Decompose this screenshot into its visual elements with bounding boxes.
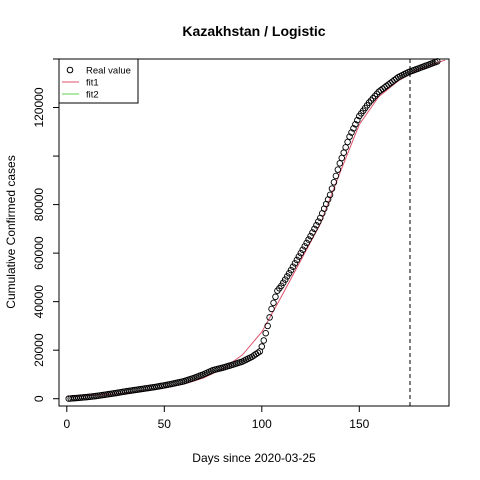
y-tick-label-4: 80000 [32, 188, 46, 222]
real-value-point [297, 249, 305, 257]
real-value-point [283, 273, 291, 280]
y-tick-label-3: 60000 [32, 236, 46, 270]
real-value-point [264, 322, 271, 330]
real-value-point [293, 256, 301, 264]
x-tick-label-1: 50 [158, 417, 172, 431]
real-value-point [309, 229, 316, 236]
y-tick-label-2: 40000 [32, 285, 46, 319]
real-value-point [254, 349, 262, 356]
real-value-point [340, 149, 347, 156]
chart-title: Kazakhstan / Logistic [182, 23, 325, 39]
x-tick-label-2: 100 [252, 417, 272, 431]
y-axis-label: Cumulative Confirmed cases [4, 155, 18, 308]
real-value-point [270, 299, 277, 307]
real-value-point [330, 179, 338, 186]
real-value-point [289, 263, 297, 270]
series-layer [65, 58, 446, 402]
real-value-point [434, 58, 441, 65]
legend-real-value-marker [66, 66, 74, 74]
real-value-point [285, 270, 293, 277]
real-value-point [326, 191, 334, 199]
real-value-point [268, 305, 275, 313]
plot-frame [58, 58, 450, 407]
y-tick-label-5: 120000 [32, 87, 46, 127]
legend-real-value-label: Real value [86, 66, 131, 77]
real-value-point [305, 236, 312, 243]
real-value-point [348, 129, 355, 136]
real-value-point [299, 246, 307, 253]
legend: Real value fit1 fit2 [58, 58, 139, 104]
real-value-point [280, 279, 287, 286]
real-value-point [369, 95, 377, 102]
x-axis: 0 50 100 150 [63, 406, 370, 431]
real-value-point [278, 282, 285, 290]
real-value-point [262, 329, 269, 337]
x-axis-label: Days since 2020-03-25 [192, 451, 316, 465]
real-value-point [336, 160, 344, 167]
legend-fit2-label: fit2 [86, 90, 99, 101]
real-value-point [365, 99, 373, 106]
real-value-point [315, 218, 322, 225]
real-value-point [287, 266, 295, 274]
real-value-point [342, 144, 349, 151]
real-value-point [332, 172, 340, 180]
legend-fit1-label: fit1 [86, 78, 99, 89]
real-value-point [266, 314, 273, 321]
legend-box [58, 58, 139, 104]
x-tick-label-0: 0 [63, 417, 70, 431]
real-value-point [367, 97, 375, 104]
real-value-point [373, 90, 381, 98]
real-value-point [303, 239, 310, 247]
y-axis: 0 20000 40000 60000 80000 120000 [32, 58, 59, 402]
real-value-point [371, 92, 379, 100]
y-tick-label-0: 0 [32, 395, 46, 402]
real-value-point [313, 221, 320, 229]
real-value-point [301, 243, 308, 250]
real-value-point [328, 185, 336, 192]
real-value-point [346, 133, 353, 140]
fit1-line [66, 59, 446, 397]
real-value-point [260, 337, 268, 344]
real-value-point [354, 116, 361, 124]
real-value-point [334, 166, 342, 173]
real-value-point [311, 225, 318, 233]
real-value-point [338, 154, 346, 162]
real-value-point [344, 138, 351, 146]
real-value-point [307, 232, 314, 240]
x-tick-label-3: 150 [349, 417, 369, 431]
real-value-point [291, 260, 299, 267]
real-value-point [281, 276, 289, 283]
real-value-point [295, 253, 303, 260]
real-value-point [258, 343, 266, 350]
real-value-point [352, 121, 359, 128]
real-value-point [272, 293, 279, 301]
y-tick-label-1: 20000 [32, 333, 46, 367]
real-value-point [350, 125, 357, 132]
